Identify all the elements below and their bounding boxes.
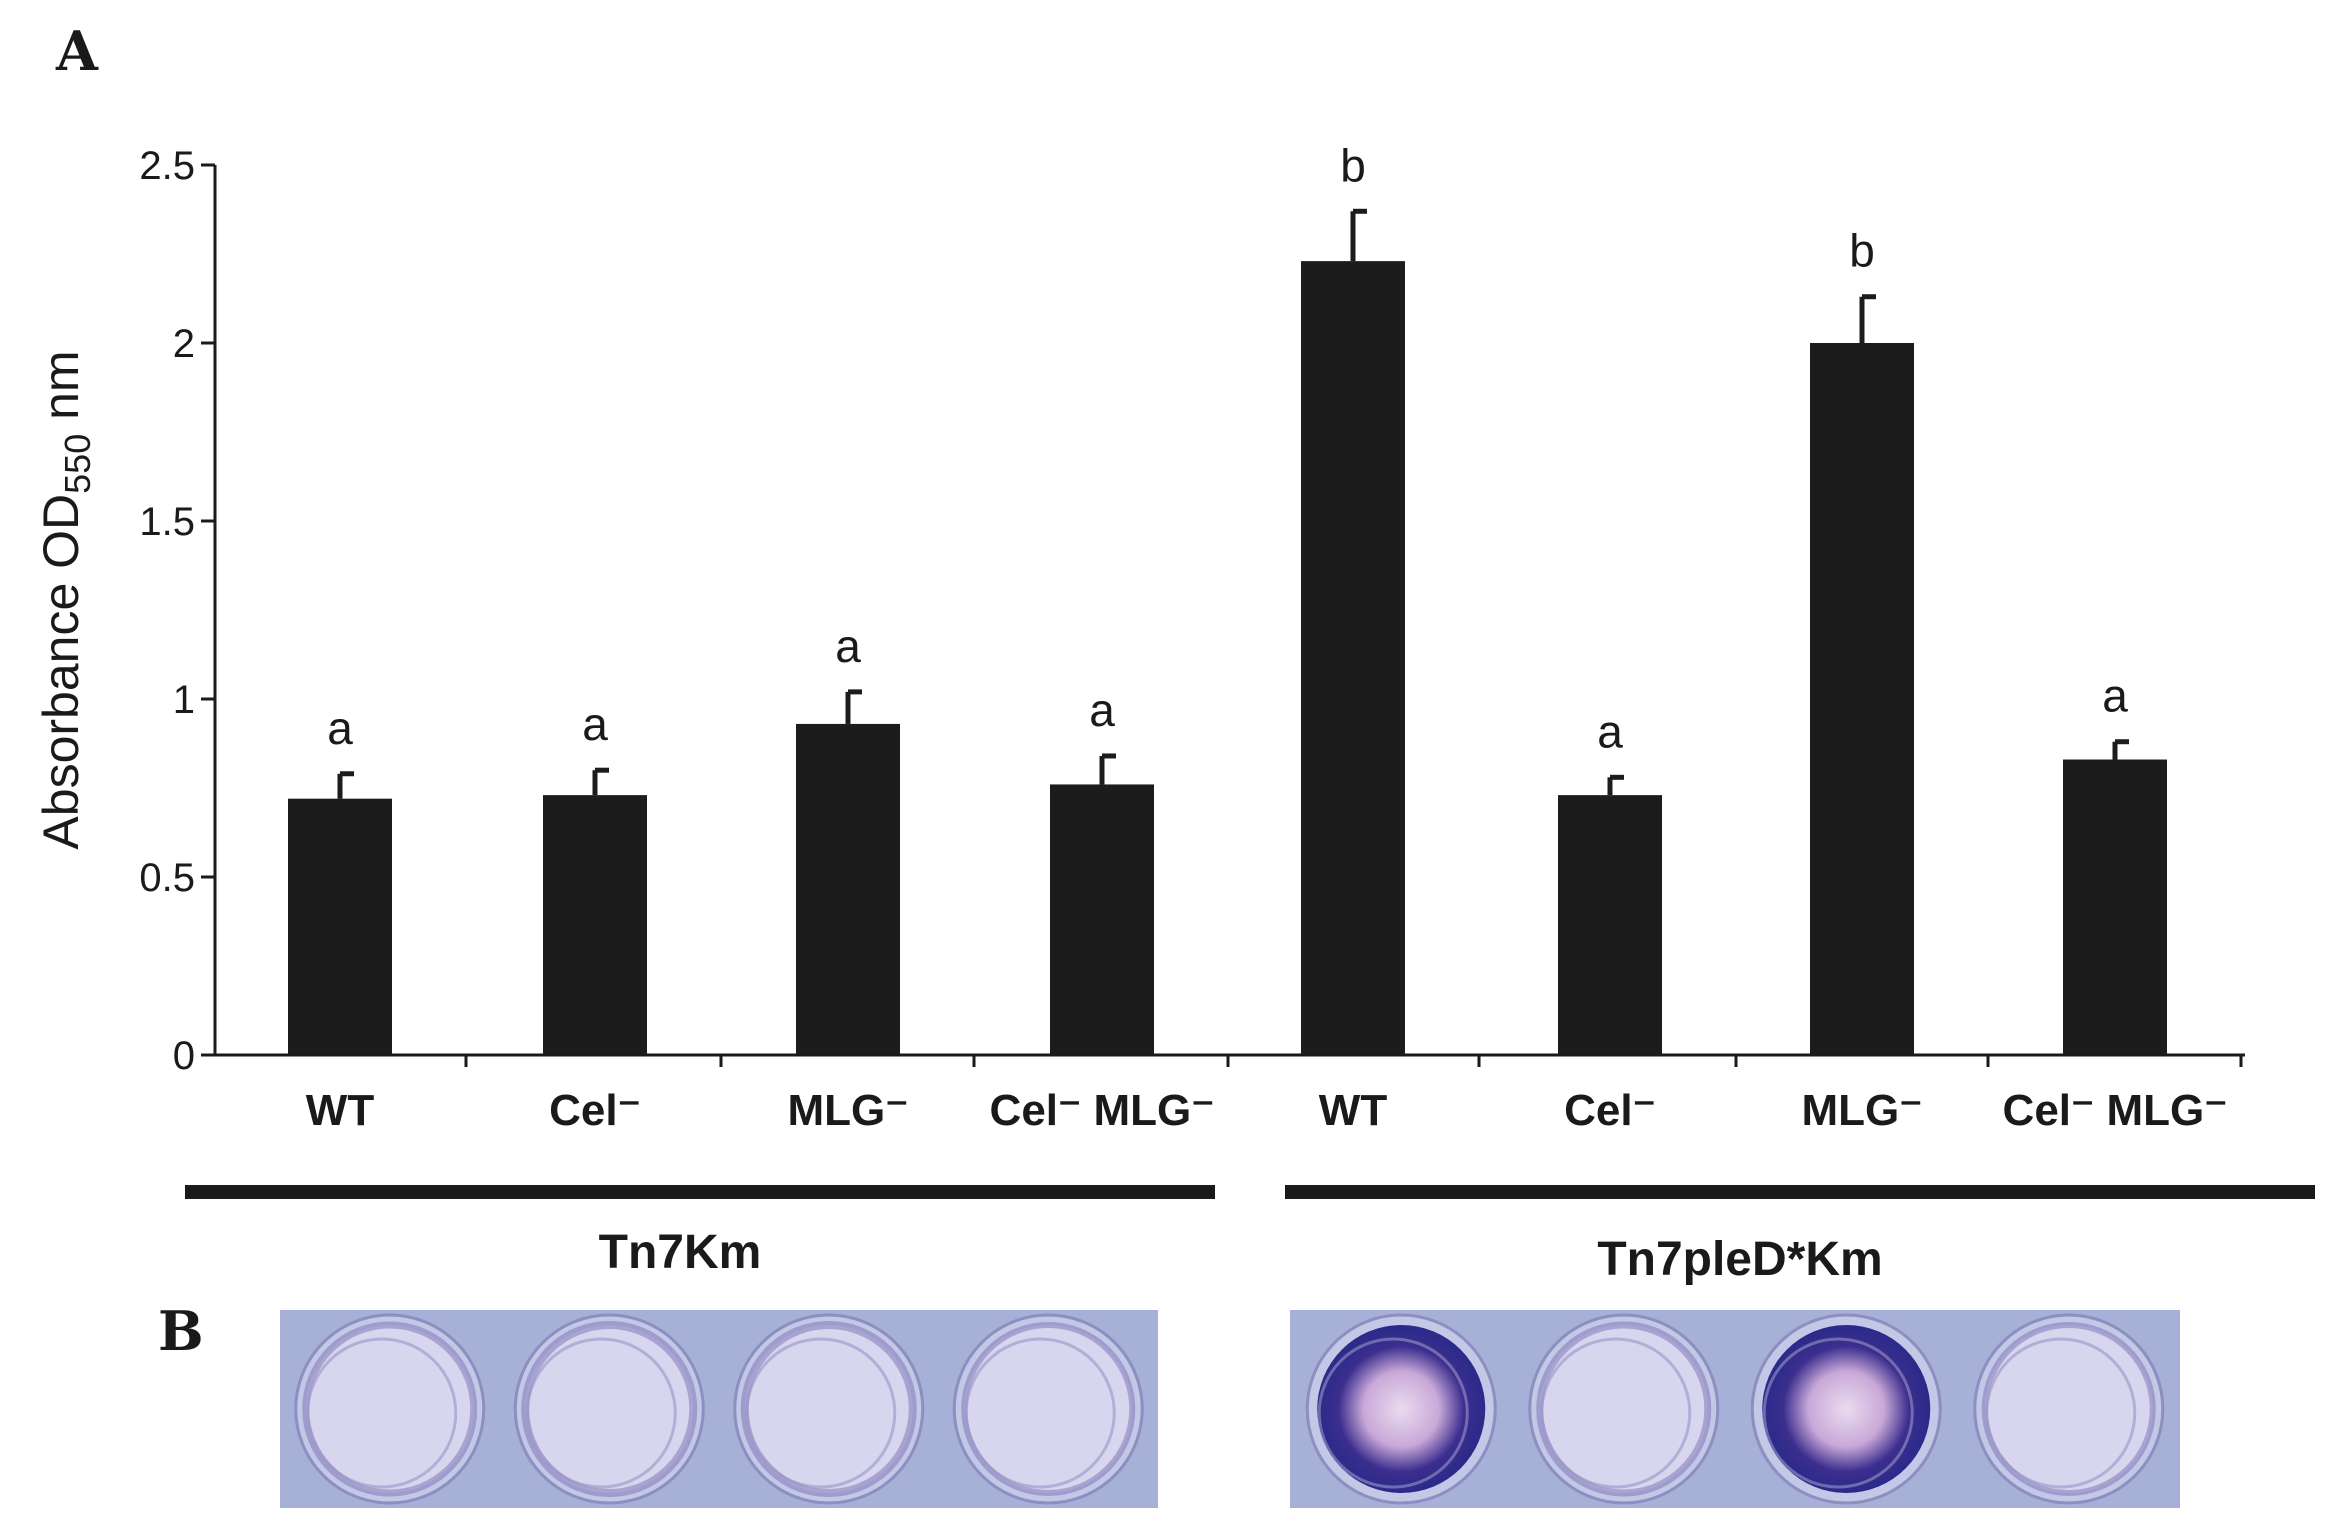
well-inner-ring xyxy=(745,1337,897,1489)
well-inner-ring xyxy=(525,1337,677,1489)
y-tick-label: 1.5 xyxy=(139,500,195,544)
wells xyxy=(294,1313,2165,1505)
well-inner-ring xyxy=(1985,1337,2137,1489)
panel-letter-b: B xyxy=(158,1299,204,1363)
well-stained xyxy=(1762,1325,1931,1493)
significance-label: a xyxy=(835,620,861,672)
category-label: Cel⁻ MLG⁻ xyxy=(990,1086,1215,1135)
significance-label: b xyxy=(1340,139,1366,191)
bar xyxy=(796,723,900,1055)
y-axis-label-subscript: 550 xyxy=(57,434,98,494)
category-label: WT xyxy=(306,1086,375,1135)
significance-label: a xyxy=(1597,705,1623,757)
category-label: WT xyxy=(1319,1086,1388,1135)
category-label: Cel⁻ xyxy=(1564,1086,1656,1135)
y-tick-label: 1 xyxy=(173,678,195,722)
significance-label: a xyxy=(327,702,353,754)
well-clear xyxy=(302,1321,478,1497)
bar-chart: Absorbance OD550 nm 0 0.5 1 1.5 2 2.5 a a a a b a b… xyxy=(33,139,2245,1135)
well-clear xyxy=(1536,1321,1712,1497)
group-label-tn7km: Tn7Km xyxy=(599,1226,762,1279)
category-label: MLG⁻ xyxy=(788,1086,909,1135)
well-inner-ring xyxy=(964,1337,1116,1489)
significance-label: b xyxy=(1849,225,1875,277)
significance-label: a xyxy=(2102,670,2128,722)
bar xyxy=(288,798,392,1055)
y-axis-label-unit: nm xyxy=(33,350,89,433)
well-inner-ring xyxy=(1317,1337,1469,1489)
well-inner-ring xyxy=(1762,1337,1914,1489)
category-label: Cel⁻ xyxy=(549,1086,641,1135)
panel-letter-a: A xyxy=(55,19,99,83)
group-tn7km: Tn7Km xyxy=(185,1185,1215,1279)
crystal-violet-wells-photo xyxy=(280,1310,2180,1508)
bar xyxy=(1301,261,1405,1055)
well-clear xyxy=(961,1322,1136,1496)
well-inner-ring xyxy=(306,1337,458,1489)
well-stained xyxy=(1317,1325,1486,1493)
bar xyxy=(2063,759,2167,1055)
bar xyxy=(1558,795,1662,1055)
well-inner-ring xyxy=(1540,1337,1692,1489)
category-labels: WT Cel⁻ MLG⁻ Cel⁻ MLG⁻ WT Cel⁻ MLG⁻ Cel⁻ MLG⁻ xyxy=(306,1055,2243,1135)
y-axis-label-main: Absorbance OD xyxy=(33,494,89,850)
y-axis-label: Absorbance OD550 nm xyxy=(33,350,98,849)
bar xyxy=(1050,784,1154,1055)
y-axis-ticks: 0 0.5 1 1.5 2 2.5 xyxy=(139,144,215,1078)
well-clear xyxy=(521,1321,698,1497)
bars: a a a a b a b a xyxy=(288,139,2167,1055)
y-tick-label: 0 xyxy=(173,1034,195,1078)
significance-label: a xyxy=(1089,684,1115,736)
y-tick-label: 2 xyxy=(173,322,195,366)
group-tn7pled-km: Tn7pleD*Km xyxy=(1285,1185,2315,1286)
well-clear xyxy=(1981,1322,2156,1496)
category-label: MLG⁻ xyxy=(1802,1086,1923,1135)
bar xyxy=(543,795,647,1055)
significance-label: a xyxy=(582,698,608,750)
well-clear xyxy=(740,1321,917,1497)
category-label: Cel⁻ MLG⁻ xyxy=(2003,1086,2228,1135)
y-tick-label: 2.5 xyxy=(139,144,195,188)
y-tick-label: 0.5 xyxy=(139,856,195,900)
bar xyxy=(1810,343,1914,1055)
group-label-tn7pled-km: Tn7pleD*Km xyxy=(1597,1233,1882,1286)
